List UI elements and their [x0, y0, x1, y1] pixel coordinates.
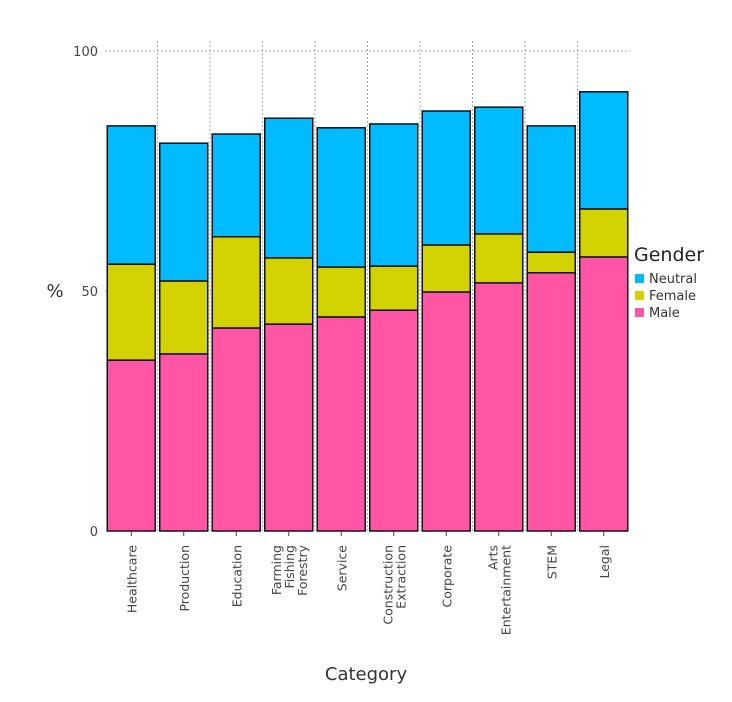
legend-swatch-neutral [635, 274, 644, 283]
bar-female [369, 265, 419, 311]
y-tick-label: 0 [90, 525, 98, 540]
bar-male [526, 272, 576, 532]
bar-female [106, 263, 156, 361]
x-tick-label: STEM [544, 545, 559, 579]
y-axis-label: % [46, 281, 63, 302]
bar-male [421, 291, 471, 532]
bar-neutral [369, 123, 419, 267]
x-tick-label: Legal [597, 545, 612, 579]
legend-label-female: Female [649, 289, 696, 304]
bar-female [421, 244, 471, 293]
bar-neutral [316, 127, 366, 268]
bar-female [264, 257, 314, 325]
bar-neutral [526, 125, 576, 253]
bar-male [211, 327, 261, 532]
bar-male [264, 323, 314, 532]
x-tick-label: Service [334, 545, 349, 592]
x-tick-label: Production [177, 545, 192, 612]
bar-neutral [474, 106, 524, 235]
x-tick-label: Entertainment [498, 545, 513, 635]
gridlines [105, 41, 630, 531]
bar-male [159, 353, 209, 532]
x-axis-ticks: Healthcare Production Education FarmingFish… [124, 531, 612, 635]
bar-female [526, 251, 576, 274]
x-tick-label: Arts [485, 545, 500, 570]
bar-neutral [264, 117, 314, 259]
bar-female [579, 208, 629, 258]
legend-label-neutral: Neutral [649, 272, 697, 287]
bar-male [474, 282, 524, 532]
x-tick-label: Education [229, 545, 244, 607]
y-axis-ticks: 0 50 100 [73, 45, 98, 540]
bar-female [316, 266, 366, 318]
bars [106, 91, 629, 532]
y-tick-label: 50 [81, 285, 98, 300]
bar-neutral [579, 91, 629, 210]
x-tick-label: Fishing [282, 545, 297, 589]
legend-label-male: Male [649, 306, 680, 321]
x-tick-label: Forestry [295, 544, 310, 595]
legend-title: Gender [634, 244, 704, 266]
bar-female [474, 233, 524, 284]
x-tick-label: Healthcare [124, 545, 139, 613]
legend: Gender Neutral Female Male [634, 244, 704, 321]
bar-neutral [106, 125, 156, 265]
x-tick-label: Farming [269, 545, 284, 595]
bar-male [369, 309, 419, 532]
bar-neutral [211, 133, 261, 238]
x-axis-label: Category [325, 664, 408, 685]
bar-female [159, 280, 209, 355]
x-tick-label: Corporate [439, 545, 454, 608]
y-tick-label: 100 [73, 45, 98, 60]
x-tick-label: Extraction [393, 545, 408, 609]
bar-neutral [421, 110, 471, 246]
bar-male [579, 256, 629, 532]
bar-female [211, 236, 261, 329]
bar-male [316, 316, 366, 532]
legend-swatch-female [635, 291, 644, 300]
bar-neutral [159, 142, 209, 282]
legend-swatch-male [635, 308, 644, 317]
bar-male [106, 359, 156, 532]
x-tick-label: Construction [380, 545, 395, 625]
